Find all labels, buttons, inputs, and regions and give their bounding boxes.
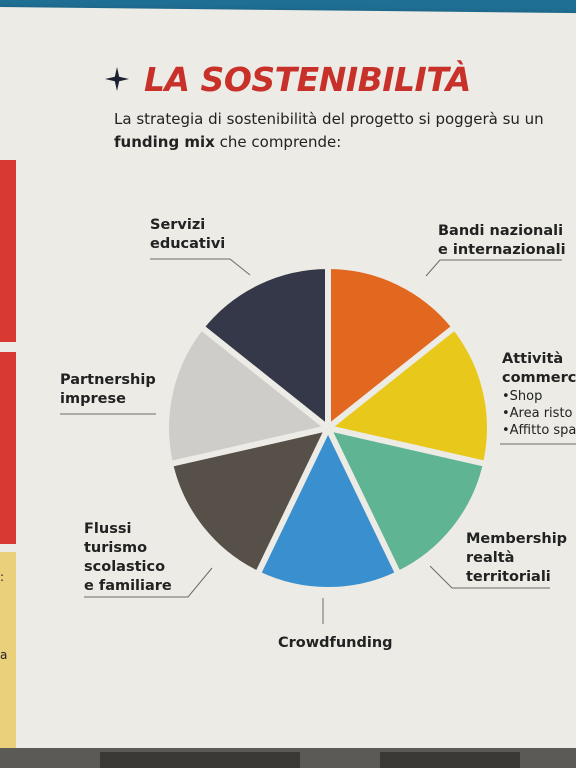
flussi-turismo-wedge [167, 425, 331, 577]
leader-servizi [150, 258, 251, 276]
intro-text: La strategia di sostenibilità del proget… [114, 108, 574, 154]
intro-bold: funding mix [114, 133, 215, 151]
left-fragment-colon: : [0, 570, 5, 584]
sparkle-icon [105, 67, 129, 91]
left-yellow-block [0, 552, 16, 748]
left-fragment-a: a [0, 648, 8, 662]
membership-wedge [325, 425, 489, 577]
leader-membership [429, 565, 550, 589]
label-attivita: Attività commerci •Shop •Area risto •Aff… [502, 351, 576, 438]
partnership-imprese-wedge [163, 324, 331, 467]
bottom-frame [0, 748, 576, 768]
bandi-nazionali-wedge [325, 263, 458, 431]
left-red-block-top [0, 160, 16, 342]
servizi-educativi-wedge [198, 263, 331, 431]
left-red-block-bottom [0, 352, 16, 544]
crowdfunding-wedge [254, 425, 402, 594]
label-crowdfunding: Crowdfunding [278, 635, 393, 651]
leader-bandi [425, 259, 562, 277]
leader-flussi [84, 567, 213, 598]
label-membership: Membership realtà territoriali [466, 531, 568, 585]
intro-post: che comprende: [219, 133, 342, 151]
label-flussi: Flussi turismo scolastico e familiare [84, 521, 172, 594]
attivita-commerciali-wedge [325, 324, 493, 467]
label-bandi: Bandi nazionali e internazionali [438, 223, 566, 258]
label-partnership: Partnership imprese [60, 372, 156, 407]
label-servizi-educativi: Servizi educativi [150, 217, 226, 252]
intro-pre: La strategia di sostenibilità del proget… [114, 110, 544, 128]
page-title: LA SOSTENIBILITÀ [144, 59, 471, 99]
title-row: LA SOSTENIBILITÀ [104, 56, 471, 102]
